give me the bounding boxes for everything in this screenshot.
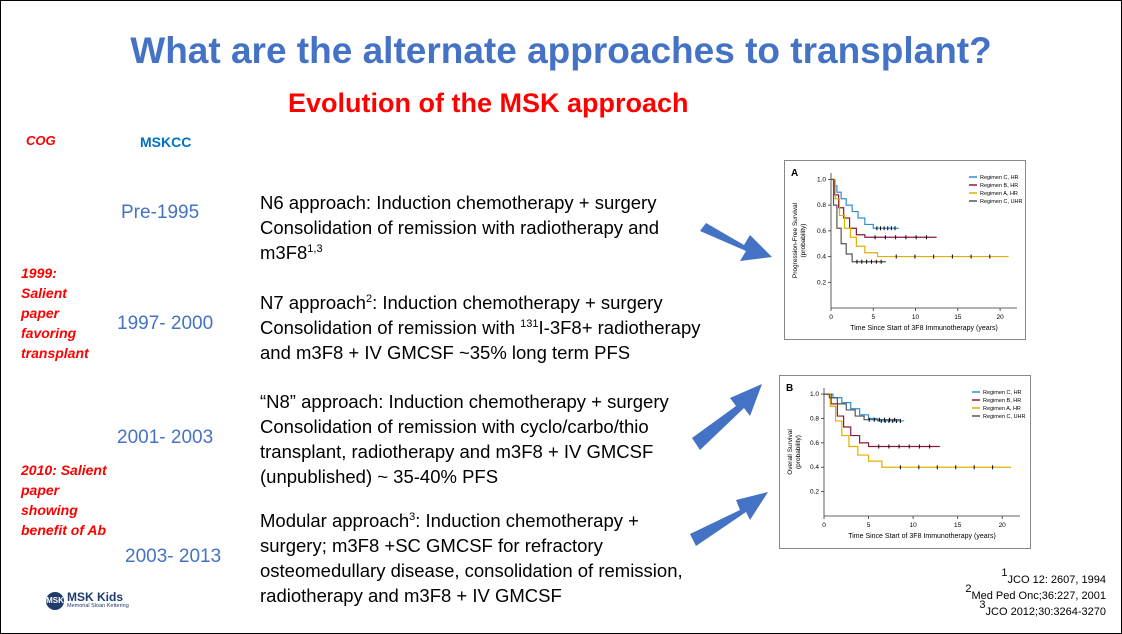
legend-label: Regimen A, HR <box>983 406 1021 412</box>
approach-modular-line-2: surgery; m3F8 +SC GMCSF for refractory <box>260 535 603 556</box>
y-tick-label: 0.4 <box>810 464 819 471</box>
y-tick-label: 0.6 <box>810 440 819 447</box>
arrow-to-panel-a <box>700 223 772 261</box>
series-line <box>831 178 1009 258</box>
period-2001-2003: 2001- 2003 <box>117 427 214 448</box>
period-pre-1995: Pre-1995 <box>121 202 200 223</box>
chart-panel-b: B 0 5 10 15 20 0.2 0.4 0.6 0.8 1.0 Time Since Start… <box>779 375 1031 549</box>
y-axis-label: Overall Survival(probability) <box>787 429 802 475</box>
y-tick-label: 0.8 <box>810 415 819 422</box>
arrow-shape <box>692 384 762 450</box>
approach-n7-description: N7 approach2: Induction chemotherapy + s… <box>260 290 730 365</box>
panel-letter: B <box>786 383 793 394</box>
x-tick-label: 5 <box>867 522 871 529</box>
cog-note-1999: 1999: Salient paper favoring transplant <box>21 265 89 361</box>
x-tick-label: 10 <box>909 522 917 529</box>
period-2003-2013: 2003- 2013 <box>125 546 222 567</box>
y-tick-label: 0.4 <box>817 254 826 261</box>
x-tick-label: 20 <box>996 314 1004 321</box>
approach-modular-line-3: osteomedullary disease, consolidation of… <box>260 560 683 581</box>
y-tick-label: 0.2 <box>810 489 819 496</box>
citation-superscript: 1,3 <box>307 243 323 255</box>
x-tick-label: 0 <box>829 314 833 321</box>
reference-3: 3JCO 2012;30:3264-3270 <box>979 599 1106 619</box>
approach-n6-line-1: N6 approach: Induction chemotherapy + su… <box>260 192 657 213</box>
series-line <box>824 393 940 448</box>
y-axis-label: Progression-Free Survival(probability) <box>792 202 807 278</box>
y-tick-label: 0.2 <box>817 279 826 286</box>
approach-n6-line-3: m3F81,3 <box>260 242 323 263</box>
column-header-cog: COG <box>26 133 56 148</box>
arrow-to-panel-b-upper <box>692 384 762 450</box>
panel-letter: A <box>791 168 798 179</box>
chart-panel-a: A 0 5 10 15 20 0.2 0.4 0.6 0.8 1.0 Time Since Start… <box>784 160 1026 340</box>
y-tick-label: 1.0 <box>817 176 826 183</box>
os-chart: B 0 5 10 15 20 0.2 0.4 0.6 0.8 1.0 Time Since Start… <box>786 383 1026 540</box>
citation-superscript: 3 <box>409 511 416 523</box>
approach-n8-line-3: transplant, radiotherapy and m3F8 + IV G… <box>260 441 654 462</box>
approach-modular-line-1: Modular approach3: Induction chemotherap… <box>260 510 639 531</box>
x-tick-label: 10 <box>912 314 920 321</box>
series-line <box>831 178 899 229</box>
approach-n7-line-2: Consolidation of remission with 131I-3F8… <box>260 317 701 338</box>
x-tick-label: 15 <box>954 522 962 529</box>
reference-2: 2Med Ped Onc;36:227, 2001 <box>965 583 1106 603</box>
citation-superscript: 2 <box>365 293 373 305</box>
legend-label: Regimen C, UHR <box>980 199 1023 205</box>
approach-n7-line-3: and m3F8 + IV GMCSF ~35% long term PFS <box>260 342 631 363</box>
x-tick-label: 5 <box>871 314 875 321</box>
approach-modular-description: Modular approach3: Induction chemotherap… <box>260 508 730 608</box>
legend-label: Regimen A, HR <box>980 191 1018 197</box>
logo-name: MSK Kids <box>67 590 124 604</box>
x-tick-label: 15 <box>954 314 962 321</box>
column-header-mskcc: MSKCC <box>140 134 192 150</box>
x-tick-label: 20 <box>999 522 1007 529</box>
legend-label: Regimen B, HR <box>980 183 1018 189</box>
approach-n6-description: N6 approach: Induction chemotherapy + su… <box>260 190 730 265</box>
series-line <box>824 393 1012 468</box>
y-tick-label: 0.8 <box>817 202 826 209</box>
x-axis-label: Time Since Start of 3F8 Immunotherapy (y… <box>848 533 996 540</box>
approach-n8-description: “N8” approach: Induction chemotherapy + … <box>260 389 730 489</box>
y-tick-label: 1.0 <box>810 391 819 398</box>
slide-subtitle: Evolution of the MSK approach <box>288 88 689 118</box>
x-axis-label: Time Since Start of 3F8 Immunotherapy (y… <box>850 325 998 332</box>
approach-n7-line-1: N7 approach2: Induction chemotherapy + s… <box>260 292 663 313</box>
y-tick-label: 0.6 <box>817 228 826 235</box>
isotope-superscript: 131 <box>520 318 539 330</box>
msk-kids-logo: MSK MSK Kids Memorial Sloan Kettering <box>46 591 129 610</box>
msk-logo-icon: MSK <box>46 591 64 610</box>
arrow-shape <box>700 223 772 261</box>
approach-n6-line-2: Consolidation of remission with radiothe… <box>260 217 659 238</box>
references: 1JCO 12: 2607, 1994 2Med Ped Onc;36:227,… <box>965 567 1106 620</box>
pfs-chart: A 0 5 10 15 20 0.2 0.4 0.6 0.8 1.0 Time Since Start… <box>791 168 1023 332</box>
arrow-to-panel-b-lower <box>690 492 768 546</box>
legend-label: Regimen C, HR <box>980 175 1019 181</box>
logo-subtitle: Memorial Sloan Kettering <box>67 603 129 609</box>
period-1997-2000: 1997- 2000 <box>117 313 214 334</box>
slide-title: What are the alternate approaches to tra… <box>130 30 992 71</box>
x-tick-label: 0 <box>822 522 826 529</box>
approach-modular-line-4: radiotherapy and m3F8 + IV GMCSF <box>260 585 562 606</box>
legend-label: Regimen B, HR <box>983 398 1021 404</box>
series-line <box>831 178 886 263</box>
cog-note-2010: 2010: Salient paper showing benefit of A… <box>21 462 107 538</box>
legend-label: Regimen C, HR <box>983 390 1022 396</box>
legend-label: Regimen C, UHR <box>983 414 1026 420</box>
reference-1: 1JCO 12: 2607, 1994 <box>1001 567 1106 587</box>
series-line <box>824 393 900 421</box>
arrow-shape <box>690 492 768 546</box>
approach-n8-line-2: Consolidation of remission with cyclo/ca… <box>260 416 649 437</box>
approach-n8-line-4: (unpublished) ~ 35-40% PFS <box>260 466 499 487</box>
approach-n8-line-1: “N8” approach: Induction chemotherapy + … <box>260 391 669 412</box>
